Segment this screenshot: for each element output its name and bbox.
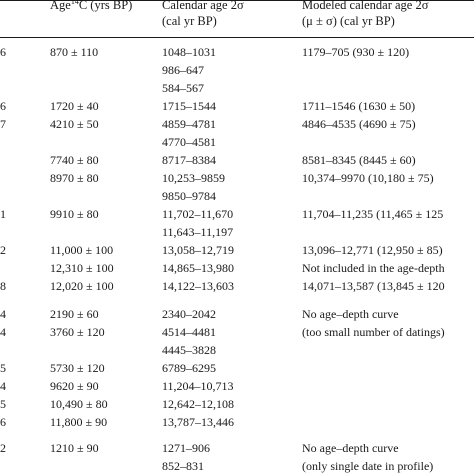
cell-code: 45: [0, 361, 6, 375]
cell-modeled-age: 1179–705 (930 ± 120): [302, 45, 410, 59]
cell-modeled-age: 11,704–11,235 (11,465 ± 125: [302, 207, 444, 221]
cell-age-14c: 7740 ± 80: [50, 153, 99, 167]
cell-code: 26: [0, 415, 6, 429]
cell-calendar-age: 4770–4581: [162, 135, 216, 149]
cell-age-14c: 1720 ± 40: [50, 99, 99, 113]
cell-calendar-age: 12,642–12,108: [162, 397, 234, 411]
cell-code: 22: [0, 243, 6, 257]
cell-calendar-age: 986–647: [162, 63, 204, 77]
cell-calendar-age: 584–567: [162, 81, 204, 95]
cell-calendar-age: 2340–2042: [162, 307, 216, 321]
cell-age-14c: 8970 ± 80: [50, 171, 99, 185]
cell-age-14c: 12,310 ± 100: [50, 261, 114, 275]
cell-code: 46: [0, 45, 6, 59]
cell-code: 52: [0, 441, 6, 455]
cell-calendar-age: 13,787–13,446: [162, 415, 234, 429]
cell-calendar-age: 11,702–11,670: [162, 207, 234, 221]
cell-age-14c: 9620 ± 90: [50, 379, 99, 393]
cell-age-14c: 3760 ± 120: [50, 325, 105, 339]
cell-age-14c: 2190 ± 60: [50, 307, 99, 321]
cell-calendar-age: 8717–8384: [162, 153, 216, 167]
top-rule: [0, 0, 474, 1]
cell-code: 64: [0, 307, 6, 321]
cell-age-14c: 4210 ± 50: [50, 117, 99, 131]
cell-code: 21: [0, 207, 6, 221]
cell-modeled-age: No age–depth curve: [302, 307, 399, 321]
cell-calendar-age: 1048–1031: [162, 45, 216, 59]
cell-modeled-age: (too small number of datings): [302, 325, 445, 339]
cell-code: 38: [0, 279, 6, 293]
cell-calendar-age: 4859–4781: [162, 117, 216, 131]
cell-code: 36: [0, 99, 6, 113]
cell-calendar-age: 14,865–13,980: [162, 261, 234, 275]
cell-calendar-age: 1271–906: [162, 441, 210, 455]
cell-modeled-age: 1711–1546 (1630 ± 50): [302, 99, 416, 113]
cell-calendar-age: 4514–4481: [162, 325, 216, 339]
cell-modeled-age: Not included in the age-depth: [302, 261, 445, 275]
header-calendar-age: Calendar age 2σ: [162, 0, 244, 12]
cell-modeled-age: 13,096–12,771 (12,950 ± 85): [302, 243, 443, 257]
cell-age-14c: 10,490 ± 80: [50, 397, 108, 411]
cell-age-14c: 870 ± 110: [50, 45, 99, 59]
cell-age-14c: 11,800 ± 90: [50, 415, 108, 429]
header-modeled-age: Modeled calendar age 2σ: [302, 0, 429, 12]
cell-calendar-age: 11,643–11,197: [162, 225, 234, 239]
cell-calendar-age: 1715–1544: [162, 99, 216, 113]
cell-modeled-age: 8581–8345 (8445 ± 60): [302, 153, 416, 167]
cell-age-14c: 12,020 ± 100: [50, 279, 114, 293]
cell-calendar-age: 852–831: [162, 459, 204, 473]
cell-modeled-age: 14,071–13,587 (13,845 ± 120: [302, 279, 445, 293]
cell-age-14c: 11,000 ± 100: [50, 243, 114, 257]
cell-calendar-age: 14,122–13,603: [162, 279, 234, 293]
header-age-14c: Age14C (yrs BP): [50, 0, 133, 12]
cell-calendar-age: 6789–6295: [162, 361, 216, 375]
cell-modeled-age: 10,374–9970 (10,180 ± 75): [302, 171, 434, 185]
cell-calendar-age: 10,253–9859: [162, 171, 225, 185]
cell-modeled-age: 4846–4535 (4690 ± 75): [302, 117, 416, 131]
cell-code: 44: [0, 325, 6, 339]
cell-calendar-age: 13,058–12,719: [162, 243, 234, 257]
cell-modeled-age: (only single date in profile): [302, 459, 434, 473]
cell-calendar-age: 9850–9784: [162, 189, 216, 203]
cell-age-14c: 9910 ± 80: [50, 207, 99, 221]
header-rule: [0, 37, 474, 38]
cell-code: 25: [0, 397, 6, 411]
cell-code: 37: [0, 117, 6, 131]
cell-modeled-age: No age–depth curve: [302, 441, 399, 455]
header-modeled-age-unit: (μ ± σ) (cal yr BP): [302, 14, 395, 28]
header-calendar-age-unit: (cal yr BP): [162, 14, 217, 28]
cell-age-14c: 1210 ± 90: [50, 441, 99, 455]
cell-code: 24: [0, 379, 6, 393]
cell-age-14c: 5730 ± 120: [50, 361, 105, 375]
cell-calendar-age: 4445–3828: [162, 343, 216, 357]
cell-calendar-age: 11,204–10,713: [162, 379, 234, 393]
